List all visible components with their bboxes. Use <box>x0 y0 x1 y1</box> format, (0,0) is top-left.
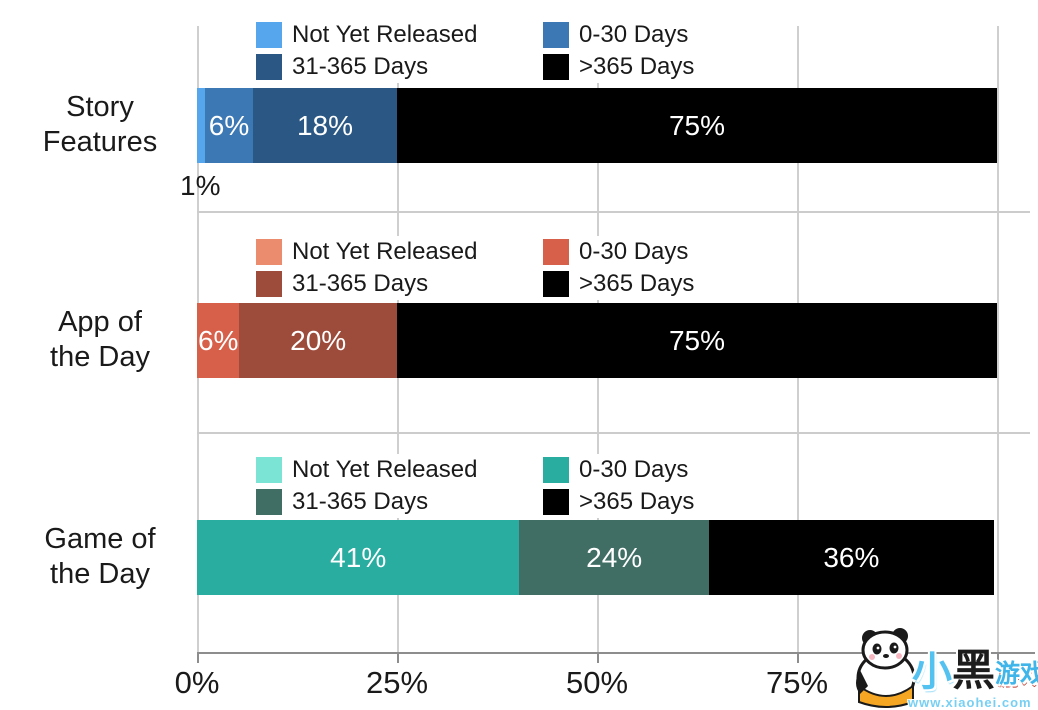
legend-item: Not Yet Released <box>254 454 490 486</box>
legend-swatch <box>256 54 282 80</box>
gridline <box>997 26 999 652</box>
bar-segment-value: 18% <box>296 109 354 141</box>
x-axis-tick <box>197 652 199 663</box>
outside-segment-label: 1% <box>180 170 221 201</box>
x-axis-tick <box>797 652 799 663</box>
legend-label: 0-30 Days <box>579 456 689 483</box>
bar-segment: 75% <box>397 88 997 163</box>
legend-item: >365 Days <box>541 51 707 83</box>
legend-item: 0-30 Days <box>541 236 701 268</box>
legend-item: 0-30 Days <box>541 454 701 486</box>
watermark: 小黑游戏 www.xiaohei.com <box>846 620 1038 710</box>
x-axis-tick-label: 25% <box>365 665 429 700</box>
legend-label: 31-365 Days <box>292 53 429 80</box>
bar-segment: 75% <box>396 303 997 378</box>
legend-label: 31-365 Days <box>292 488 429 515</box>
watermark-url: www.xiaohei.com <box>908 695 1032 710</box>
legend-item: Not Yet Released <box>254 19 490 51</box>
bar-segment: 20% <box>239 303 397 378</box>
panel-separator <box>197 432 1030 434</box>
bar-segment: 6% <box>205 88 253 163</box>
bar-game-of-the-day: 41% 24% 36% <box>197 520 994 595</box>
brand-char: 游戏 <box>995 660 1038 688</box>
legend-label: >365 Days <box>579 488 695 515</box>
x-axis-tick-label: 0% <box>174 665 220 700</box>
legend-item: >365 Days <box>541 268 707 300</box>
bar-segment-value: 41% <box>330 541 387 573</box>
watermark-brand-text: 小黑游戏 <box>912 636 1038 698</box>
legend-label: 31-365 Days <box>292 270 429 297</box>
legend-item: >365 Days <box>541 486 707 518</box>
bar-segment <box>197 88 205 163</box>
category-label-line: Game of <box>44 523 156 555</box>
legend-label: Not Yet Released <box>292 238 478 265</box>
bar-segment-value: 75% <box>668 324 725 356</box>
legend-story-features: Not Yet Released 0-30 Days 31-365 Days >365… <box>240 19 780 83</box>
legend-item: 31-365 Days <box>254 486 441 518</box>
legend-item: 0-30 Days <box>541 19 701 51</box>
category-label-line: the Day <box>50 341 150 373</box>
bar-segment: 36% <box>708 520 994 595</box>
legend-item: 31-365 Days <box>254 268 441 300</box>
legend-app-of-the-day: Not Yet Released 0-30 Days 31-365 Days >365… <box>240 236 780 300</box>
legend-swatch <box>256 22 282 48</box>
panda-mascot-icon <box>856 628 916 708</box>
legend-swatch <box>256 271 282 297</box>
bar-segment: 18% <box>253 88 397 163</box>
legend-label: >365 Days <box>579 270 695 297</box>
legend-item: 31-365 Days <box>254 51 441 83</box>
x-axis-tick-label: 50% <box>565 665 629 700</box>
brand-char: 小 <box>912 650 952 694</box>
legend-label: Not Yet Released <box>292 21 478 48</box>
legend-swatch <box>256 489 282 515</box>
bar-segment: 41% <box>197 520 520 595</box>
legend-label: 0-30 Days <box>579 238 689 265</box>
x-axis-line <box>197 652 1035 654</box>
legend-swatch <box>543 54 569 80</box>
x-axis-tick <box>597 652 599 663</box>
legend-swatch <box>543 239 569 265</box>
bar-app-of-the-day: 6% 20% 75% <box>197 303 997 378</box>
legend-swatch <box>543 457 569 483</box>
bar-segment: 6% <box>197 303 240 378</box>
category-label-line: Features <box>42 126 158 158</box>
bar-segment-value: 6% <box>197 324 239 356</box>
legend-game-of-the-day: Not Yet Released 0-30 Days 31-365 Days >365… <box>240 454 780 518</box>
bar-segment: 24% <box>519 520 709 595</box>
legend-label: >365 Days <box>579 53 695 80</box>
legend-swatch <box>256 239 282 265</box>
bar-segment-value: 6% <box>208 109 250 141</box>
bar-segment-value: 36% <box>823 541 880 573</box>
x-axis-tick <box>397 652 399 663</box>
legend-item: Not Yet Released <box>254 236 490 268</box>
legend-swatch <box>256 457 282 483</box>
legend-swatch <box>543 22 569 48</box>
category-label-app-of-the-day: App of the Day <box>10 305 190 375</box>
brand-char: 黑 <box>952 647 995 695</box>
category-label-line: the Day <box>50 558 150 590</box>
x-axis-tick-label: 75% <box>765 665 829 700</box>
bar-story-features: 6% 18% 75% <box>197 88 997 163</box>
panel-separator <box>197 211 1030 213</box>
legend-swatch <box>543 489 569 515</box>
category-label-line: Story <box>66 91 134 123</box>
legend-label: Not Yet Released <box>292 456 478 483</box>
legend-label: 0-30 Days <box>579 21 689 48</box>
bar-segment-value: 20% <box>290 324 347 356</box>
category-label-story-features: Story Features <box>10 90 190 160</box>
x-axis-tick <box>997 652 999 663</box>
category-label-game-of-the-day: Game of the Day <box>10 522 190 592</box>
bar-segment-value: 24% <box>586 541 643 573</box>
bar-segment-value: 75% <box>668 109 726 141</box>
legend-swatch <box>543 271 569 297</box>
category-label-line: App of <box>58 306 142 338</box>
